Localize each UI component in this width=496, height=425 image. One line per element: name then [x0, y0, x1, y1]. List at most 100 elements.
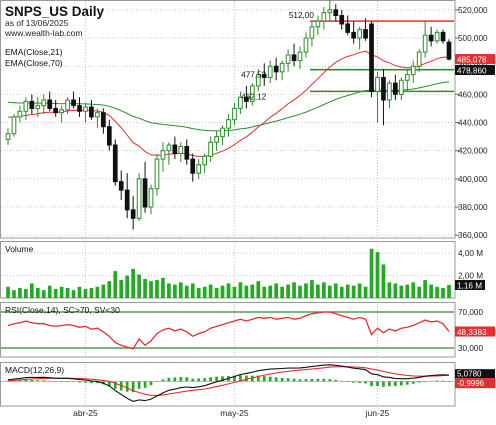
macd-hist-bar [435, 380, 439, 382]
volume-bar [214, 287, 219, 298]
volume-bar [411, 282, 416, 298]
price-tick-label: 380,000 [458, 203, 488, 212]
volume-bar [77, 286, 82, 298]
ema70-legend: EMA(Close,70) [5, 58, 63, 68]
volume-bar [423, 280, 428, 298]
macd-hist-bar [155, 381, 159, 383]
macd-hist-bar [173, 377, 177, 382]
candle-body [381, 76, 386, 101]
macd-signal-line [7, 366, 450, 396]
macd-hist-bar [441, 380, 445, 382]
candle-body [83, 106, 88, 112]
volume-bar [101, 284, 106, 298]
macd-hist-bar [423, 381, 427, 383]
volume-bar [167, 283, 171, 298]
candle-body [130, 209, 136, 219]
level-annotation: 477,53 [241, 71, 266, 80]
volume-layer [6, 248, 451, 298]
price-tick-label: 440,000 [458, 119, 488, 128]
macd-last-label: 5,0780 [457, 370, 482, 379]
macd-hist-bar [191, 378, 195, 382]
candle-body [160, 150, 166, 160]
macd-hist-bar [364, 381, 367, 384]
candle-body [41, 99, 47, 107]
volume-bar [29, 283, 34, 298]
macd-hist-bar [250, 375, 254, 382]
macd-layer [1, 364, 454, 402]
candle-body [339, 14, 345, 25]
candle-body [101, 112, 106, 128]
macd-hist-bar [286, 378, 290, 382]
last-close-tag [455, 54, 495, 65]
asof-label: as of 13/06/2025 [5, 18, 69, 28]
macd-hist-bar [376, 381, 379, 387]
volume-bar [220, 285, 225, 298]
panel-frames [0, 0, 456, 407]
candle-body [255, 74, 261, 87]
volume-bar [363, 286, 368, 298]
macd-hist-bar [131, 381, 135, 393]
volume-bar [137, 274, 141, 298]
macd-hist-bar [36, 380, 40, 382]
candle-body [196, 164, 202, 174]
macd-hist-bar [107, 381, 111, 387]
macd-hist-bar [262, 376, 266, 382]
macd-hist-bar [394, 381, 397, 387]
candle-body [23, 100, 29, 112]
macd-hist-bar [209, 377, 212, 382]
volume-bar [262, 286, 267, 298]
candle-body [297, 51, 303, 62]
ema-tag [455, 65, 495, 76]
volume-bar [381, 264, 386, 298]
candle-body [11, 116, 17, 135]
macd-hist-bar [411, 381, 415, 384]
volume-bar [339, 286, 344, 298]
candle-body [142, 178, 148, 208]
volume-bar [41, 290, 46, 298]
volume-bar [131, 268, 135, 298]
candle-body [273, 65, 279, 73]
macd-hist-bar [6, 380, 10, 382]
macd-hist-bar [221, 376, 224, 382]
macd-hist-bar [304, 379, 308, 382]
macd-hist-bar [352, 381, 355, 383]
volume-bar [429, 284, 433, 298]
volume-bar [107, 281, 112, 298]
volume-bar [113, 271, 118, 298]
volume-bar [12, 290, 16, 298]
candle-body [303, 37, 309, 53]
candle-body [434, 31, 440, 42]
candle-body [5, 133, 11, 140]
rsi-last-tag [455, 326, 495, 337]
macd-hist-bar [268, 376, 272, 382]
candle-body [89, 106, 94, 118]
candle-body [309, 26, 315, 39]
candle-body [136, 178, 142, 219]
macd-hist-bar [256, 375, 260, 382]
macd-signal-tag [455, 378, 495, 389]
candle-body [238, 96, 243, 109]
candle-body [208, 141, 213, 157]
candle-body [387, 82, 392, 101]
macd-last-tag [455, 369, 495, 379]
candle-body [220, 127, 225, 138]
volume-bar [405, 284, 410, 298]
candle-body [422, 34, 428, 53]
volume-bar [274, 283, 279, 298]
volume-bar [226, 283, 231, 298]
volume-bar [71, 290, 76, 298]
macd-hist-bar [18, 379, 22, 382]
candle-body [393, 82, 398, 95]
candle-body [124, 189, 130, 211]
volume-bar [178, 282, 183, 298]
site-label: www.wealth-lab.com [4, 28, 82, 38]
rsi-line [7, 311, 450, 350]
candle-body [345, 23, 351, 33]
candles-layer [5, 0, 452, 230]
rsi-layer [1, 311, 454, 350]
volume-bar [119, 280, 124, 298]
candle-body [315, 20, 321, 28]
volume-bar [316, 284, 320, 298]
candle-body [29, 100, 35, 109]
